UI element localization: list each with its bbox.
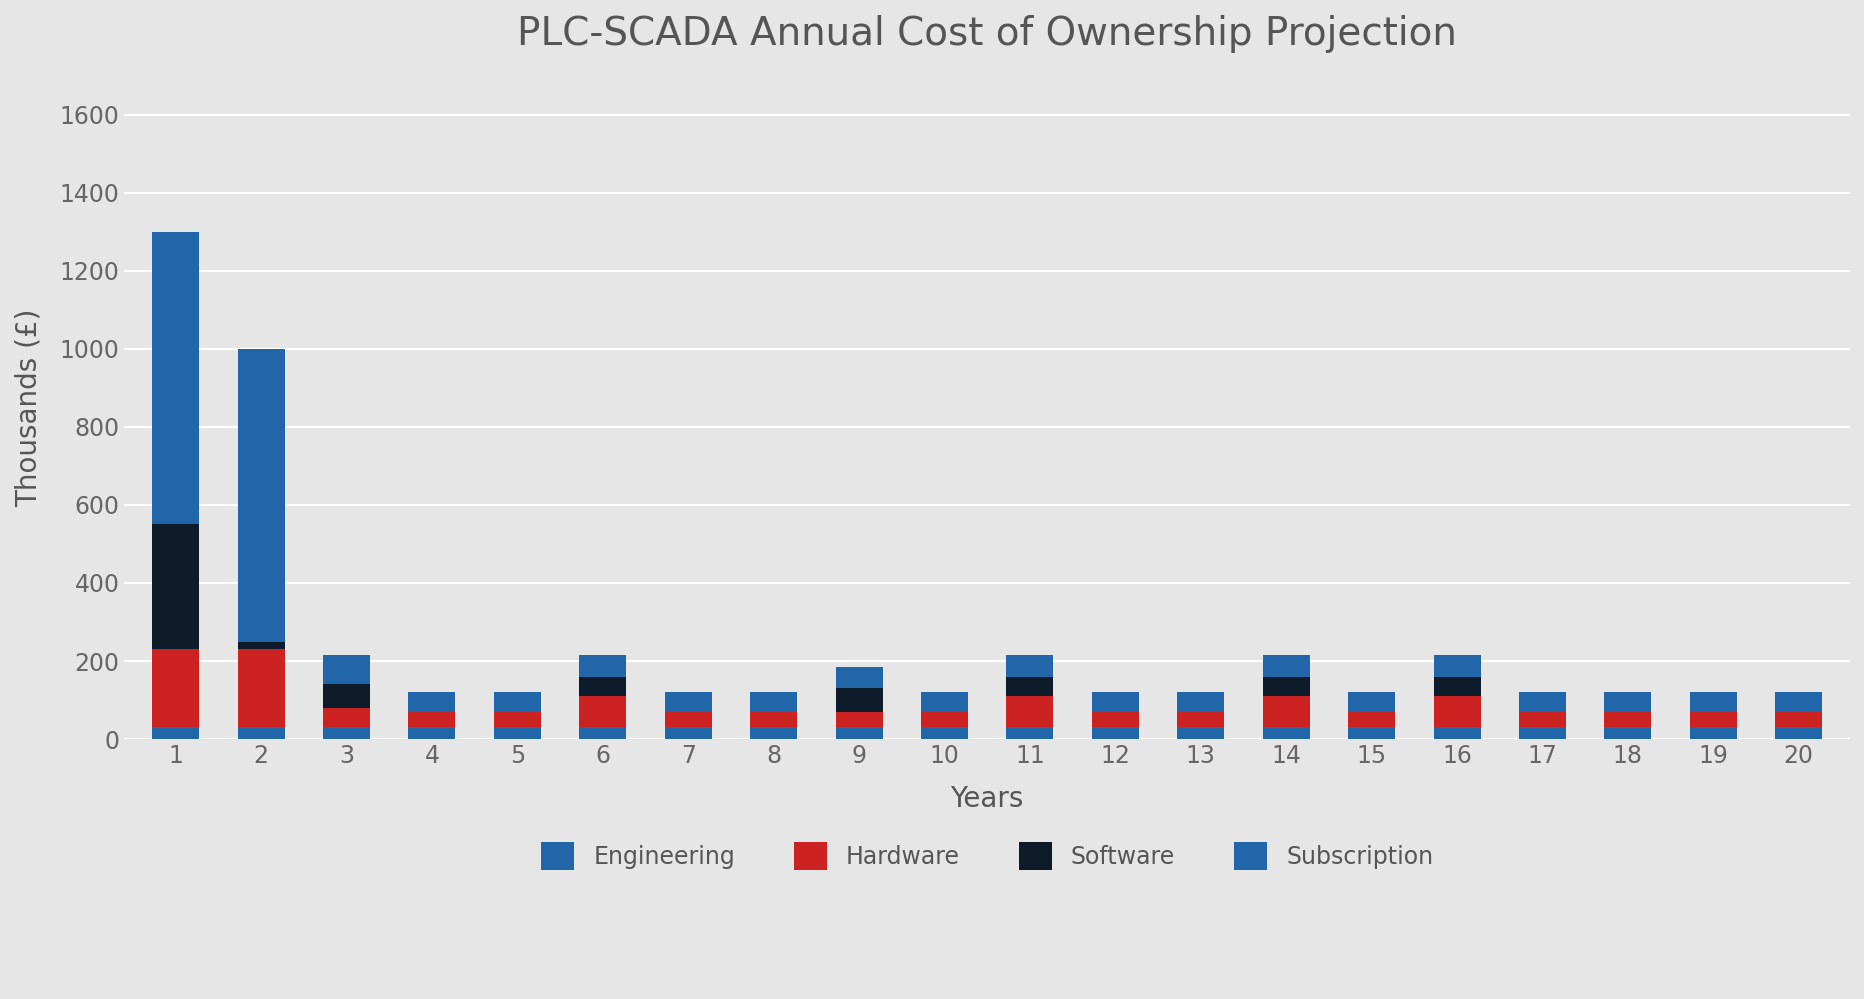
Y-axis label: Thousands (£): Thousands (£) bbox=[15, 308, 43, 506]
Bar bbox=[1348, 692, 1394, 711]
Bar bbox=[1176, 727, 1223, 739]
Bar bbox=[1603, 692, 1650, 711]
Bar bbox=[749, 727, 796, 739]
Bar bbox=[1090, 711, 1139, 727]
Bar bbox=[1090, 692, 1139, 711]
Bar bbox=[921, 711, 967, 727]
Bar bbox=[322, 655, 369, 684]
Bar bbox=[322, 684, 369, 708]
Bar bbox=[1603, 727, 1650, 739]
Bar bbox=[1262, 676, 1309, 696]
Bar bbox=[1689, 692, 1735, 711]
Bar bbox=[1517, 727, 1566, 739]
Title: PLC-SCADA Annual Cost of Ownership Projection: PLC-SCADA Annual Cost of Ownership Proje… bbox=[516, 15, 1456, 53]
Bar bbox=[1775, 727, 1821, 739]
Bar bbox=[580, 655, 626, 676]
Bar bbox=[580, 696, 626, 727]
Bar bbox=[1090, 727, 1139, 739]
Bar bbox=[921, 692, 967, 711]
Bar bbox=[749, 692, 796, 711]
Bar bbox=[1007, 696, 1053, 727]
Bar bbox=[835, 727, 882, 739]
Bar bbox=[408, 692, 455, 711]
Bar bbox=[408, 727, 455, 739]
Bar bbox=[664, 727, 712, 739]
Bar bbox=[921, 727, 967, 739]
Bar bbox=[494, 711, 541, 727]
Bar bbox=[1176, 692, 1223, 711]
Bar bbox=[835, 688, 882, 711]
X-axis label: Years: Years bbox=[951, 784, 1023, 812]
Bar bbox=[1517, 711, 1566, 727]
Bar bbox=[664, 692, 712, 711]
Legend: Engineering, Hardware, Software, Subscription: Engineering, Hardware, Software, Subscri… bbox=[529, 830, 1445, 881]
Bar bbox=[494, 692, 541, 711]
Bar bbox=[1433, 696, 1480, 727]
Bar bbox=[835, 711, 882, 727]
Bar bbox=[237, 649, 285, 727]
Bar bbox=[237, 349, 285, 641]
Bar bbox=[1517, 692, 1566, 711]
Bar bbox=[1007, 676, 1053, 696]
Bar bbox=[580, 727, 626, 739]
Bar bbox=[1603, 711, 1650, 727]
Bar bbox=[1262, 655, 1309, 676]
Bar bbox=[494, 727, 541, 739]
Bar bbox=[153, 649, 199, 727]
Bar bbox=[1775, 692, 1821, 711]
Bar bbox=[408, 711, 455, 727]
Bar bbox=[1262, 696, 1309, 727]
Bar bbox=[1433, 655, 1480, 676]
Bar bbox=[322, 727, 369, 739]
Bar bbox=[1433, 727, 1480, 739]
Bar bbox=[749, 711, 796, 727]
Bar bbox=[1007, 655, 1053, 676]
Bar bbox=[1007, 727, 1053, 739]
Bar bbox=[1689, 711, 1735, 727]
Bar bbox=[1348, 727, 1394, 739]
Bar bbox=[1262, 727, 1309, 739]
Bar bbox=[1689, 727, 1735, 739]
Bar bbox=[322, 708, 369, 727]
Bar bbox=[153, 524, 199, 649]
Bar bbox=[1775, 711, 1821, 727]
Bar bbox=[835, 667, 882, 688]
Bar bbox=[1176, 711, 1223, 727]
Bar bbox=[153, 727, 199, 739]
Bar bbox=[1348, 711, 1394, 727]
Bar bbox=[237, 727, 285, 739]
Bar bbox=[153, 232, 199, 524]
Bar bbox=[237, 641, 285, 649]
Bar bbox=[664, 711, 712, 727]
Bar bbox=[1433, 676, 1480, 696]
Bar bbox=[580, 676, 626, 696]
